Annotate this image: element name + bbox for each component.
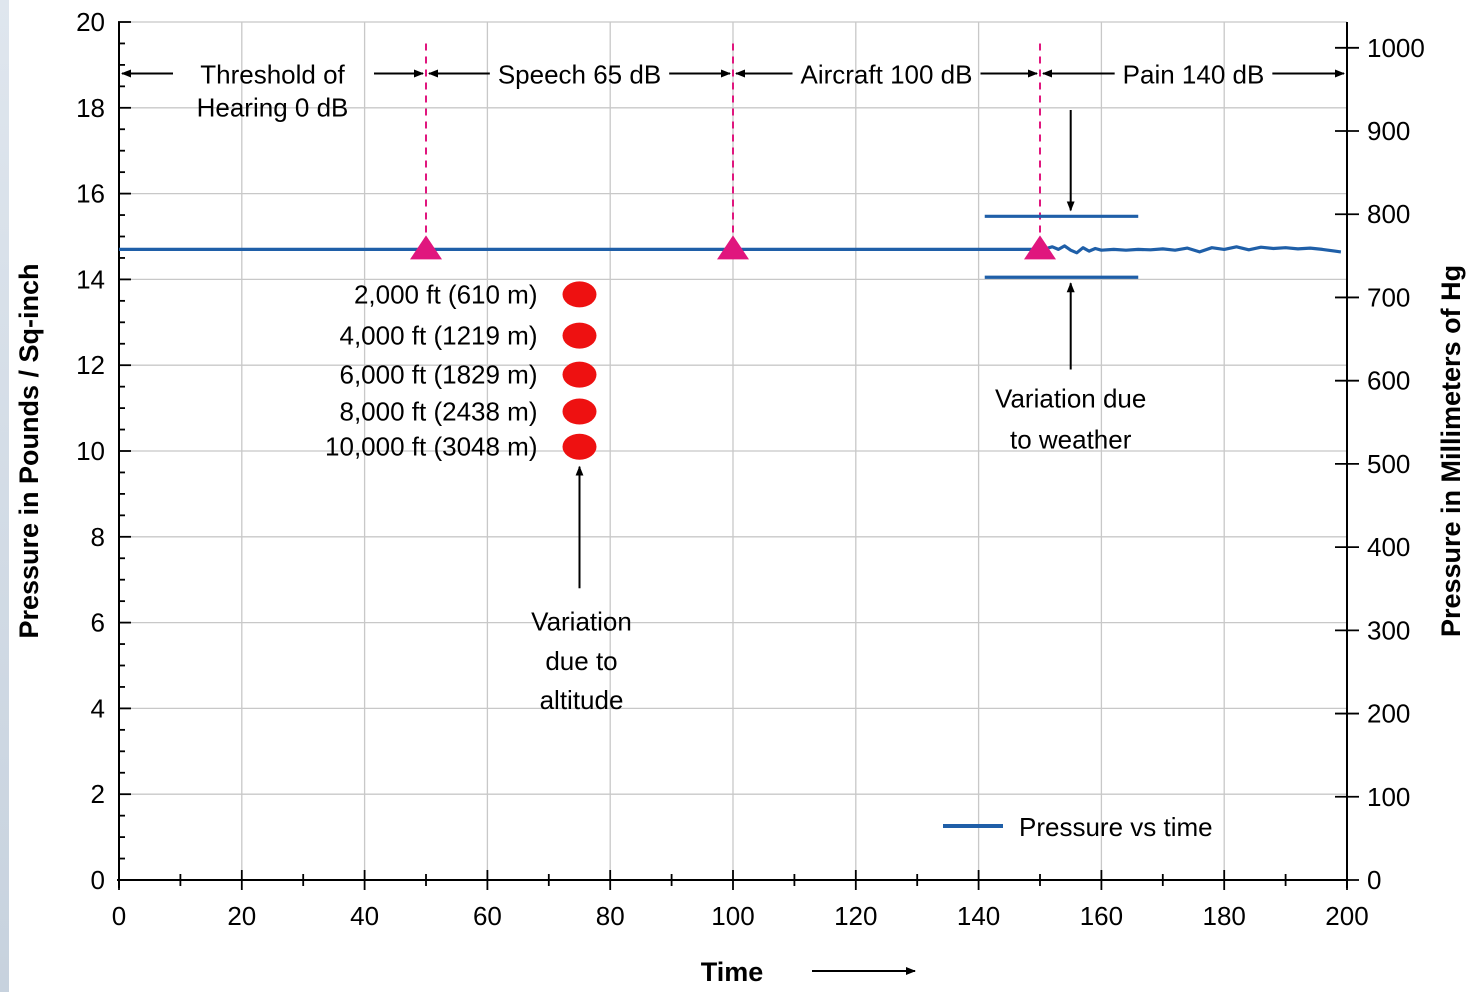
- region-label-speech: Speech 65 dB: [498, 59, 661, 89]
- weather-note-line1: Variation due: [995, 384, 1146, 414]
- y2-tick-label: 200: [1367, 699, 1410, 729]
- x-tick-label: 80: [596, 901, 625, 931]
- altitude-note-line3: altitude: [540, 685, 624, 715]
- altitude-point-label: 2,000 ft (610 m): [354, 279, 538, 309]
- series-lines: [119, 244, 1342, 255]
- threshold-marker-triangle: [410, 235, 442, 260]
- x-tick-label: 140: [957, 901, 1000, 931]
- x-tick-label: 180: [1203, 901, 1246, 931]
- altitude-points: 2,000 ft (610 m) 4,000 ft (1219 m) 6,000 f…: [325, 279, 597, 462]
- y-tick-label: 2: [91, 779, 105, 809]
- x-tick-label: 120: [834, 901, 877, 931]
- x-tick-label: 40: [350, 901, 379, 931]
- y2-tick-label: 600: [1367, 366, 1410, 396]
- altitude-note-line1: Variation: [531, 607, 632, 637]
- y2-tick-label: 0: [1367, 865, 1381, 895]
- x-axis-title: Time: [701, 957, 764, 987]
- y-tick-label: 16: [76, 179, 105, 209]
- y2-tick-label: 300: [1367, 615, 1410, 645]
- weather-variation-band: [984, 109, 1139, 370]
- x-tick-label: 0: [112, 901, 126, 931]
- weather-note-line2: to weather: [1010, 424, 1132, 454]
- x-tick-label: 20: [227, 901, 256, 931]
- altitude-point: [562, 281, 597, 308]
- y-tick-label: 0: [91, 865, 105, 895]
- altitude-point: [562, 433, 597, 460]
- y2-tick-label: 900: [1367, 116, 1410, 146]
- page-edge-strip: [0, 0, 9, 992]
- region-label-aircraft: Aircraft 100 dB: [801, 59, 973, 89]
- y-tick-label: 10: [76, 436, 105, 466]
- altitude-point: [562, 361, 597, 388]
- altitude-note-line2: due to: [545, 646, 617, 676]
- y2-tick-label: 1000: [1367, 33, 1425, 63]
- x-tick-label: 160: [1080, 901, 1123, 931]
- y-tick-label: 6: [91, 608, 105, 638]
- y-tick-label: 14: [76, 264, 105, 294]
- altitude-point: [562, 322, 597, 349]
- region-label-pain: Pain 140 dB: [1123, 59, 1265, 89]
- y-tick-label: 8: [91, 522, 105, 552]
- legend-label: Pressure vs time: [1019, 812, 1213, 842]
- y2-tick-label: 700: [1367, 282, 1410, 312]
- y2-axis-title: Pressure in Millimeters of Hg: [1436, 265, 1466, 637]
- y-tick-label: 18: [76, 93, 105, 123]
- region-label-threshold-line2: Hearing 0 dB: [197, 92, 349, 122]
- x-tick-label: 200: [1325, 901, 1368, 931]
- annotations: Variation due to weather Variation due to al…: [531, 384, 1146, 716]
- threshold-marker-triangle: [717, 235, 749, 260]
- x-tick-label: 100: [711, 901, 754, 931]
- x-tick-label: 60: [473, 901, 502, 931]
- y-tick-label: 20: [76, 7, 105, 37]
- region-label-threshold: Threshold of: [200, 59, 345, 89]
- y2-tick-label: 500: [1367, 449, 1410, 479]
- altitude-point: [562, 398, 597, 425]
- altitude-point-label: 8,000 ft (2438 m): [340, 397, 538, 427]
- y2-tick-label: 400: [1367, 532, 1410, 562]
- y2-tick-label: 800: [1367, 199, 1410, 229]
- y-tick-label: 4: [91, 693, 105, 723]
- series-line-pressure: [119, 244, 1342, 255]
- altitude-point-label: 6,000 ft (1829 m): [340, 360, 538, 390]
- legend: Pressure vs time: [943, 812, 1213, 842]
- y-tick-label: 12: [76, 350, 105, 380]
- threshold-marker-triangle: [1024, 235, 1056, 260]
- threshold-markers: [410, 235, 1056, 260]
- y-axis-title: Pressure in Pounds / Sq-inch: [14, 263, 44, 638]
- altitude-point-label: 4,000 ft (1219 m): [340, 321, 538, 351]
- y2-tick-label: 100: [1367, 782, 1410, 812]
- altitude-point-label: 10,000 ft (3048 m): [325, 432, 537, 462]
